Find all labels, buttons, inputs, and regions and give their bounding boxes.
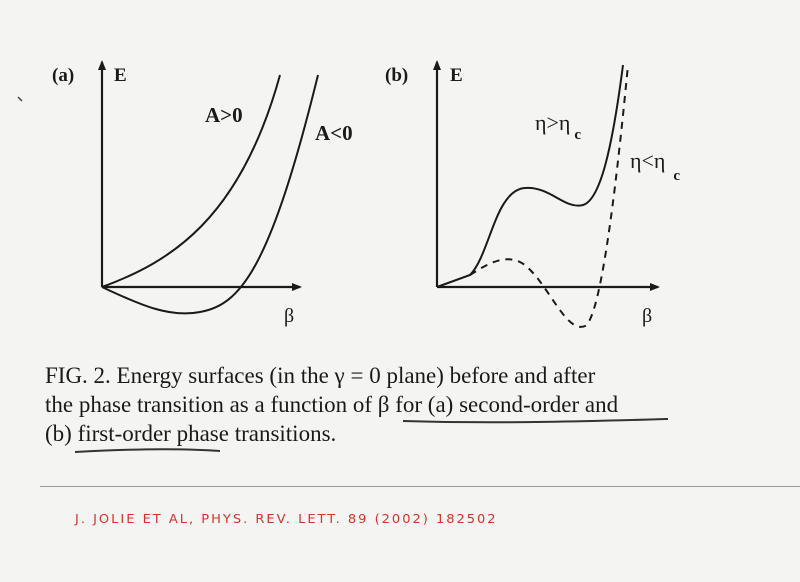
curve-b-solid <box>436 64 624 288</box>
panel-a: (a) E β A>0 A<0 <box>52 60 353 327</box>
curve-label-b-dashed: η<ηc <box>630 148 680 184</box>
scan-mark <box>17 96 23 102</box>
curve-a-negative <box>101 74 319 315</box>
caption-text: and <box>579 392 619 417</box>
pen-underline <box>74 448 221 453</box>
curve-label-a-negative: A<0 <box>315 121 353 145</box>
pen-underlines <box>74 418 669 453</box>
underlined-second-order: second-order <box>459 392 580 417</box>
divider <box>40 486 800 487</box>
beta-axis-label: β <box>642 305 652 327</box>
caption-line-2: the phase transition as a function of β … <box>45 393 618 416</box>
panel-b-label: (b) <box>385 65 408 86</box>
e-axis-label: E <box>114 65 127 86</box>
pen-underline <box>402 418 669 424</box>
handwritten-citation: J. JOLIE ET AL, PHYS. REV. LETT. 89 (200… <box>75 512 498 527</box>
curve-label-b-solid: η>η c <box>535 110 581 143</box>
caption-line-3: (b) first-order phase transitions. <box>45 422 336 445</box>
curve-label-a-positive: A>0 <box>205 103 243 127</box>
underlined-first-order-phase: first-order phase <box>77 421 229 446</box>
panel-b: (b) E β η>η c η<ηc <box>385 60 680 328</box>
caption-line-1: FIG. 2. Energy surfaces (in the γ = 0 pl… <box>45 363 596 388</box>
beta-axis-label: β <box>284 305 294 327</box>
curve-b-dashed <box>469 64 629 328</box>
panel-a-label: (a) <box>52 65 74 86</box>
e-axis-label: E <box>450 65 463 86</box>
caption-text: the phase transition as a function of β … <box>45 392 460 417</box>
caption-text: transitions. <box>228 421 337 446</box>
figure-panels: (a) E β A>0 A<0 (b) E β η>η c η<ηc <box>17 60 680 328</box>
curve-a-positive <box>101 74 281 288</box>
caption-text: (b) <box>45 421 78 446</box>
